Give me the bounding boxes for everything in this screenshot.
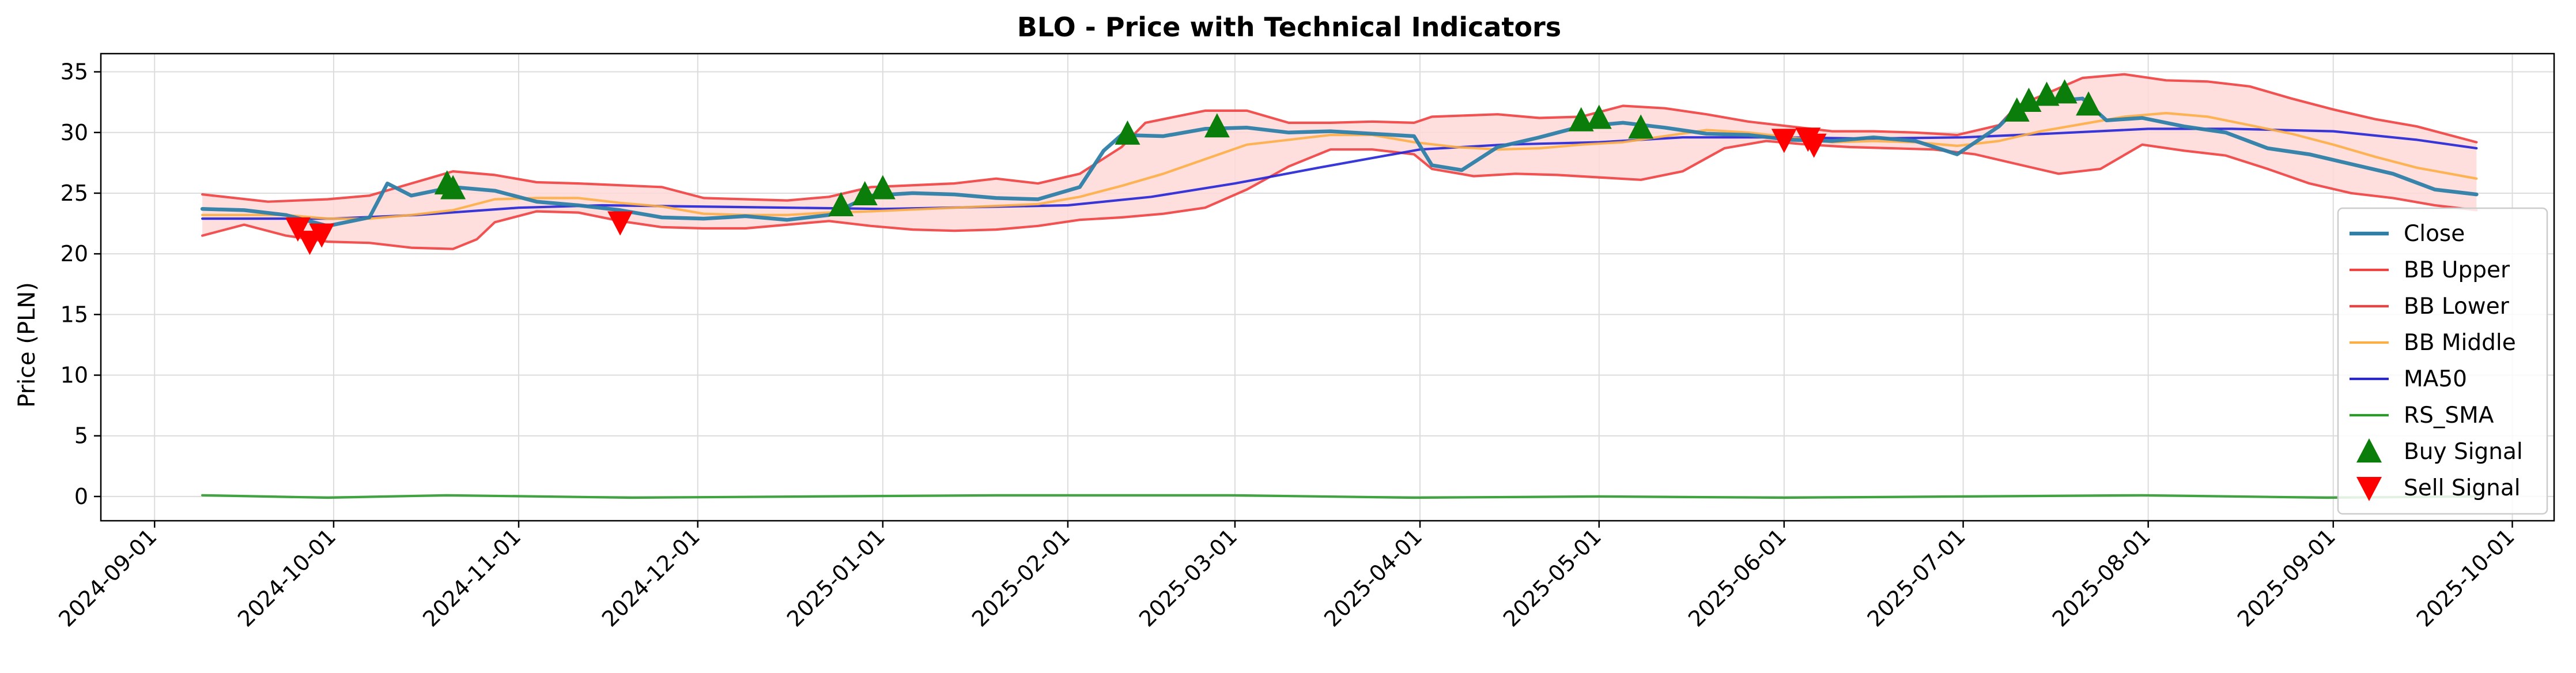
buy-signal-marker xyxy=(2052,79,2078,104)
buy-signal-marker xyxy=(828,191,854,216)
sell-signal-marker xyxy=(309,223,335,248)
series-line-bb-lower xyxy=(201,140,2478,250)
y-tick-label: 25 xyxy=(61,181,88,206)
signal-markers xyxy=(285,79,2102,255)
buy-signal-marker xyxy=(852,181,878,206)
y-tick-label: 30 xyxy=(61,120,88,145)
legend-label-ma50: MA50 xyxy=(2404,366,2467,392)
sell-signal-marker xyxy=(1801,133,1827,158)
legend-label-buy-signal: Buy Signal xyxy=(2404,439,2523,465)
bollinger-band-area xyxy=(202,74,2477,249)
buy-signal-marker xyxy=(2076,91,2102,116)
legend-label-sell-signal: Sell Signal xyxy=(2404,475,2521,501)
buy-signal-marker xyxy=(2004,97,2030,122)
chart-title: BLO - Price with Technical Indicators xyxy=(1017,12,1561,43)
legend-label-bb-upper: BB Upper xyxy=(2404,257,2510,283)
y-tick-label: 10 xyxy=(61,363,88,388)
legend-box xyxy=(2337,207,2548,515)
y-tick-label: 20 xyxy=(61,241,88,266)
buy-signal-marker xyxy=(1568,107,1594,131)
buy-signal-marker xyxy=(1586,104,1612,129)
plot-frame xyxy=(100,52,2555,522)
buy-signal-marker xyxy=(1115,120,1140,145)
legend-swatch-sell-signal xyxy=(2356,477,2382,501)
y-tick-label: 0 xyxy=(74,484,88,509)
buy-signal-marker xyxy=(2034,81,2060,106)
bollinger-band-fill xyxy=(202,74,2477,249)
buy-signal-marker xyxy=(440,175,466,200)
y-tick-label: 5 xyxy=(74,423,88,449)
buy-signal-marker xyxy=(2016,88,2042,112)
series-line-bb-upper xyxy=(201,73,2478,203)
buy-signal-marker xyxy=(1628,114,1654,139)
legend-label-bb-lower: BB Lower xyxy=(2404,294,2510,319)
sell-signal-marker xyxy=(285,217,311,242)
buy-signal-marker xyxy=(1204,113,1230,138)
legend-swatch-buy-signal xyxy=(2356,438,2382,463)
sell-signal-marker xyxy=(607,211,633,236)
sell-signal-marker xyxy=(1771,129,1797,153)
legend: Close BB Upper BB Lower BB Middle MA50 RS_SMA… xyxy=(2337,207,2548,515)
series-line-rs-sma xyxy=(201,494,2478,499)
y-axis-label: Price (PLN) xyxy=(14,282,40,408)
y-axis: 0 5 10 15 20 25 30 35 xyxy=(61,59,101,509)
legend-label-bb-middle: BB Middle xyxy=(2404,330,2516,356)
legend-label-rs-sma: RS_SMA xyxy=(2404,403,2494,428)
y-tick-label: 15 xyxy=(61,302,88,327)
series-line-bb-middle xyxy=(201,112,2478,220)
legend-label-close: Close xyxy=(2404,221,2465,247)
y-tick-label: 35 xyxy=(61,59,88,85)
buy-signal-marker xyxy=(870,175,896,200)
